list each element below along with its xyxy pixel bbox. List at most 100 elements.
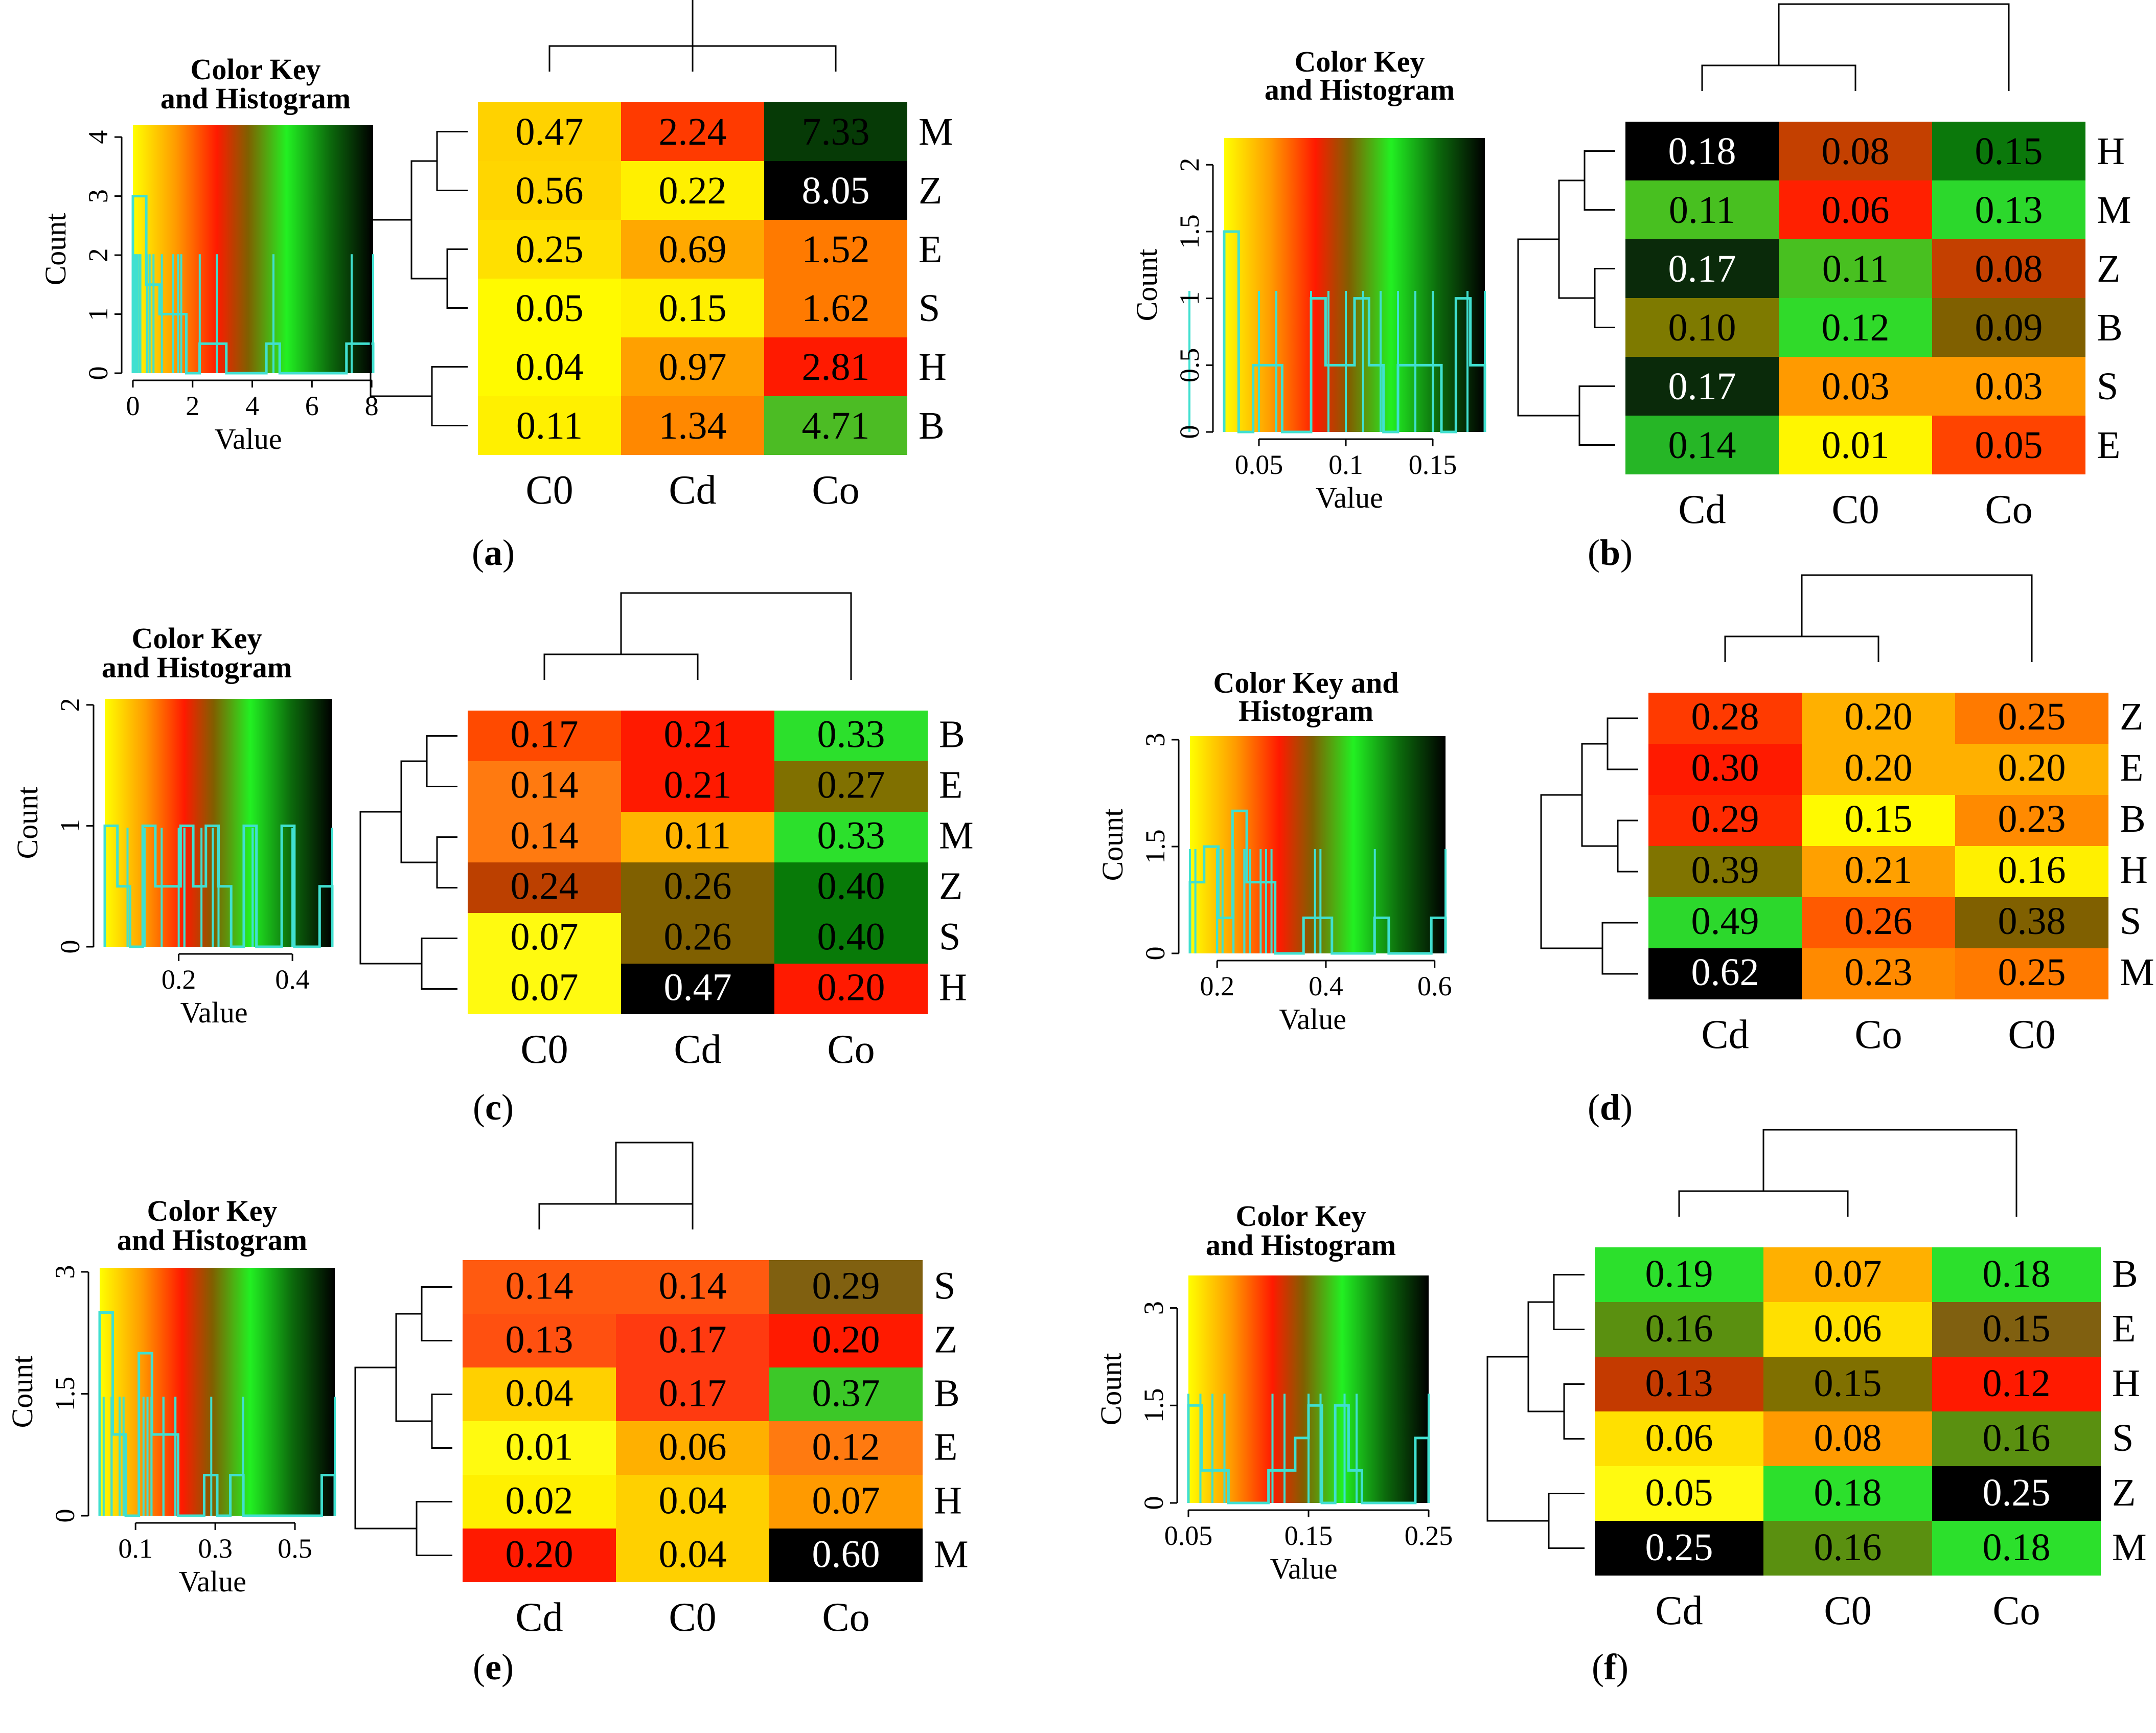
heatmap-row-label: H <box>2120 849 2148 892</box>
heatmap-row-label: E <box>2120 746 2143 789</box>
heatmap-cell-value: 0.07 <box>511 966 579 1009</box>
heatmap-cell-value: 0.17 <box>1668 365 1736 408</box>
row-dendrogram <box>359 735 457 990</box>
row-dendrogram <box>1486 1274 1585 1549</box>
key-x-axis-label: Value <box>1270 1552 1338 1585</box>
heatmap-cell <box>774 761 928 812</box>
key-y-axis-label: Count <box>39 213 72 286</box>
heatmap-cell <box>1625 122 1779 180</box>
heatmap-cell-value: 0.15 <box>1983 1307 2051 1350</box>
heatmap-cell <box>468 913 621 964</box>
heatmap-cell-value: 0.06 <box>659 1426 727 1469</box>
key-x-tick-label: 0.4 <box>1309 971 1343 1001</box>
heatmap-cell-value: 0.15 <box>1845 797 1913 840</box>
heatmap-cell-value: 0.47 <box>516 110 584 153</box>
heatmap-cell <box>1595 1521 1763 1576</box>
heatmap-cell <box>621 862 774 913</box>
heatmap-cell <box>1932 239 2085 298</box>
heatmap-row-label: B <box>2112 1252 2138 1295</box>
heatmap-cell-value: 0.18 <box>1814 1471 1882 1514</box>
heatmap-column-label: C0 <box>669 1595 716 1640</box>
heatmap-cell <box>1932 1466 2101 1521</box>
panel-label: (e) <box>473 1647 514 1688</box>
heatmap-cell <box>468 862 621 913</box>
heatmap-row-label: M <box>934 1533 969 1576</box>
key-y-tick-label: 1 <box>1174 291 1205 305</box>
heatmap-cell-value: 0.04 <box>659 1479 727 1522</box>
key-y-tick-label: 1.5 <box>1140 829 1171 864</box>
heatmap-cell <box>1779 180 1932 239</box>
key-x-tick-label: 0.2 <box>1200 971 1234 1001</box>
key-x-tick-label: 0 <box>126 391 140 421</box>
heatmap-cell <box>1955 948 2108 999</box>
key-y-tick-label: 0 <box>1138 1496 1169 1510</box>
heatmap-cell-value: 2.81 <box>802 346 870 389</box>
key-x-axis-label: Value <box>179 1565 246 1598</box>
heatmap-cell <box>1625 180 1779 239</box>
heatmap-cell-value: 0.20 <box>1998 746 2066 789</box>
heatmap-cell <box>478 161 621 220</box>
heatmap-column-label: C0 <box>525 468 573 513</box>
key-y-tick-label: 1.5 <box>1138 1388 1169 1423</box>
column-dendrogram <box>1701 3 2010 91</box>
key-x-axis-label: Value <box>215 422 282 455</box>
heatmap-cell-value: 1.34 <box>659 404 727 447</box>
heatmap-cell <box>1648 795 1802 846</box>
key-y-tick-label: 2 <box>83 248 113 262</box>
heatmap-cell-value: 0.16 <box>1998 849 2066 892</box>
heatmap-cell-value: 0.18 <box>1983 1526 2051 1569</box>
heatmap-column-label: Cd <box>1655 1588 1703 1633</box>
column-dendrogram <box>538 1142 694 1229</box>
heatmap-cell-value: 0.12 <box>812 1426 880 1469</box>
heatmap-cell <box>478 396 621 455</box>
heatmap-cell-value: 0.15 <box>1975 130 2043 173</box>
heatmap-cell-value: 0.14 <box>1668 424 1736 467</box>
heatmap-cell <box>1763 1247 1932 1302</box>
heatmap-row-label: B <box>2120 797 2146 840</box>
heatmap-cell-value: 0.14 <box>511 814 579 857</box>
heatmap-row-label: Z <box>2097 247 2120 290</box>
panel-label: (d) <box>1588 1087 1633 1128</box>
heatmap-cell <box>764 337 907 396</box>
heatmap-cell-value: 0.08 <box>1814 1417 1882 1460</box>
heatmap-cell-value: 0.14 <box>659 1265 727 1308</box>
heatmap-cell <box>616 1529 769 1582</box>
heatmap-cell <box>621 964 774 1014</box>
heatmap-cell <box>1932 357 2085 416</box>
color-key-gradient <box>1190 736 1446 953</box>
heatmap-cell <box>764 396 907 455</box>
heatmap-cell <box>621 761 774 812</box>
heatmap-cell <box>621 102 764 161</box>
heatmap-cell <box>1802 897 1955 948</box>
heatmap-cell-value: 1.62 <box>802 287 870 330</box>
heatmap-cell-value: 0.25 <box>1645 1526 1713 1569</box>
heatmap-cell-value: 8.05 <box>802 169 870 212</box>
heatmap-cell-value: 0.14 <box>506 1265 574 1308</box>
heatmap-cell-value: 0.14 <box>511 763 579 806</box>
heatmap-cell-value: 0.08 <box>1822 130 1890 173</box>
heatmap-cell <box>616 1367 769 1421</box>
heatmap-cell <box>621 161 764 220</box>
key-x-tick-label: 4 <box>245 391 259 421</box>
column-dendrogram <box>543 592 852 680</box>
heatmap-row-label: S <box>2120 900 2141 943</box>
heatmap-row-label: B <box>934 1372 960 1415</box>
heatmap-column-label: Co <box>812 468 859 513</box>
heatmap-cell-value: 0.20 <box>1845 695 1913 738</box>
heatmap-cell <box>764 102 907 161</box>
heatmap-column-label: Cd <box>669 468 716 513</box>
heatmap-column-label: Cd <box>674 1027 721 1072</box>
heatmap-column-label: Co <box>827 1027 875 1072</box>
heatmap-cell-value: 0.23 <box>1998 797 2066 840</box>
heatmap-cell-value: 0.60 <box>812 1533 880 1576</box>
heatmap-cell-value: 0.39 <box>1691 849 1759 892</box>
key-x-tick-label: 0.2 <box>162 964 196 995</box>
key-y-tick-label: 2 <box>1174 158 1205 172</box>
heatmap-cell <box>1763 1466 1932 1521</box>
heatmap-cell-value: 0.25 <box>1998 695 2066 738</box>
column-dendrogram <box>1678 1129 2017 1217</box>
heatmap-cell-value: 0.56 <box>516 169 584 212</box>
heatmap-cell <box>1932 1357 2101 1411</box>
